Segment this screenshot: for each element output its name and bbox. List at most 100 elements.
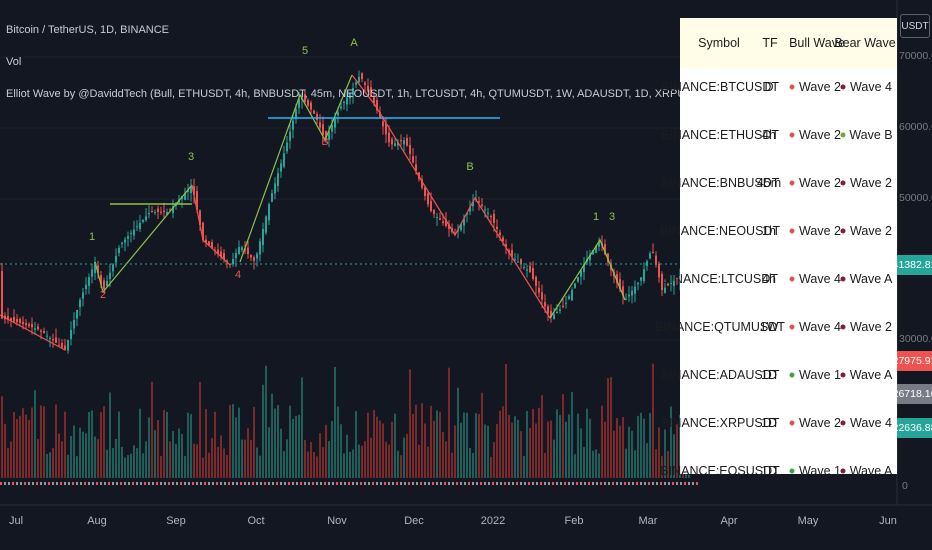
wave-label: 2	[100, 289, 106, 301]
volume-bar	[139, 408, 141, 478]
volume-bar	[394, 413, 396, 478]
candle-body	[73, 320, 75, 329]
wave-label: A	[350, 37, 358, 49]
col-symbol: Symbol	[698, 36, 740, 50]
candle-body	[25, 323, 27, 326]
volume-bar	[385, 441, 387, 478]
volume-bar	[574, 454, 576, 478]
wave-status-dot	[789, 276, 795, 282]
signal-mark	[472, 482, 474, 485]
candle-body	[388, 132, 390, 143]
candle-body	[31, 323, 33, 328]
volume-bar	[37, 439, 39, 478]
time-axis-label: Nov	[327, 515, 347, 527]
currency-button[interactable]: USDT	[900, 14, 930, 38]
volume-bar	[523, 456, 525, 478]
candle-body	[16, 318, 18, 323]
volume-bar	[442, 432, 444, 478]
volume-bar	[460, 422, 462, 478]
candle-body	[109, 272, 111, 280]
candle-body	[307, 100, 309, 106]
price-tick: 70000.00	[899, 50, 932, 62]
candle-body	[142, 219, 144, 222]
candle-body	[316, 113, 318, 120]
volume-bar	[361, 445, 363, 478]
wave-status-dot	[840, 84, 846, 90]
candle-body	[616, 274, 618, 283]
volume-bar	[502, 406, 504, 478]
candle-body	[352, 88, 354, 96]
candle-body	[649, 253, 651, 259]
candle-body	[385, 123, 387, 135]
signal-mark	[204, 482, 206, 485]
candle-body	[619, 279, 621, 290]
volume-bar	[349, 451, 351, 478]
candle-body	[370, 87, 372, 97]
volume-bar	[1, 396, 3, 478]
low-price-marker: 27975.91	[893, 351, 932, 371]
candle-body	[433, 210, 435, 214]
signal-mark	[92, 482, 94, 485]
candle-body	[103, 280, 105, 290]
volume-bar	[331, 421, 333, 478]
volume-bar	[187, 412, 189, 478]
bull-wave-cell: Wave 2	[799, 416, 841, 430]
signal-mark	[648, 482, 650, 485]
signal-mark	[44, 482, 46, 485]
signal-mark	[656, 482, 658, 485]
volume-bar	[328, 441, 330, 478]
signal-mark	[688, 482, 690, 485]
indicator-label[interactable]: Elliot Wave by @DaviddTech (Bull, ETHUSD…	[6, 88, 696, 100]
symbol-title[interactable]: Bitcoin / TetherUS, 1D, BINANCE	[6, 24, 170, 36]
candle-body	[247, 247, 249, 255]
signal-mark	[576, 482, 578, 485]
candle-body	[358, 76, 360, 83]
signal-mark	[624, 482, 626, 485]
wave-status-dot	[789, 132, 795, 138]
volume-bar	[268, 427, 270, 478]
signal-mark	[12, 482, 14, 485]
volume-bar	[559, 415, 561, 478]
signal-mark	[392, 482, 394, 485]
volume-bar	[10, 441, 12, 478]
signal-mark	[364, 482, 366, 485]
signal-mark	[232, 482, 234, 485]
signal-mark	[484, 482, 486, 485]
signal-mark	[640, 482, 642, 485]
candle-body	[298, 98, 300, 108]
volume-bar	[193, 443, 195, 478]
volume-bar	[148, 417, 150, 478]
candle-body	[514, 259, 516, 261]
volume-bar	[613, 430, 615, 478]
volume-bar	[130, 453, 132, 478]
signal-mark	[664, 482, 666, 485]
candle-body	[199, 210, 201, 225]
volume-bar	[277, 404, 279, 478]
wave-label: 5	[302, 45, 308, 57]
candle-body	[238, 247, 240, 255]
candle-body	[19, 318, 21, 323]
signal-mark	[60, 482, 62, 485]
candle-body	[106, 280, 108, 287]
signal-mark	[496, 482, 498, 485]
volume-bar	[244, 439, 246, 478]
candle-body	[442, 221, 444, 223]
volume-bar	[280, 428, 282, 478]
candle-body	[235, 253, 237, 259]
volume-bar	[604, 421, 606, 478]
volume-bar	[220, 435, 222, 478]
candle-body	[625, 298, 627, 300]
signal-mark	[464, 482, 466, 485]
candle-body	[367, 85, 369, 91]
candle-body	[322, 124, 324, 135]
signal-mark	[468, 482, 470, 485]
wave-label: B	[321, 136, 328, 148]
volume-bar	[388, 444, 390, 478]
volume-bar	[289, 405, 291, 478]
time-axis-label: Jul	[8, 515, 24, 527]
bull-wave-cell: Wave 2	[799, 128, 841, 142]
volume-bar	[313, 451, 315, 478]
volume-label[interactable]: Vol	[6, 56, 22, 68]
candle-body	[124, 239, 126, 243]
